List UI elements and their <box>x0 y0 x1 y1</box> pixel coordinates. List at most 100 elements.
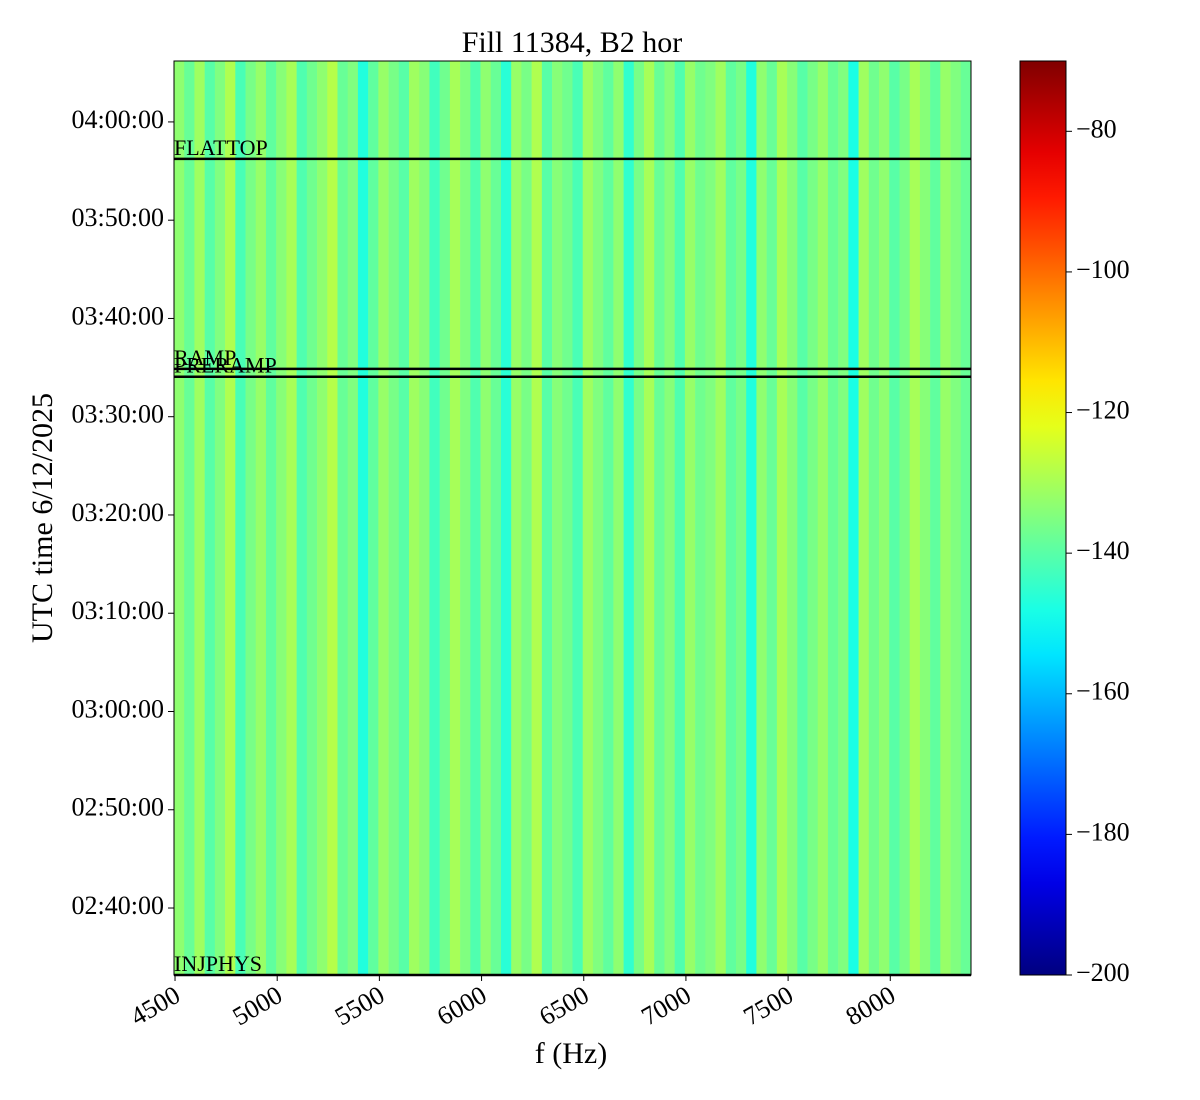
spectrogram-cell <box>909 61 921 975</box>
x-tick-label: 7500 <box>739 980 799 1031</box>
spectrogram-cell <box>480 61 492 975</box>
spectrogram-cell <box>449 61 461 975</box>
spectrogram-cell <box>664 61 675 975</box>
spectrogram-cell <box>623 61 635 975</box>
spectrogram-cell <box>797 61 808 975</box>
spectrogram-cell <box>368 61 379 975</box>
spectrogram-cell <box>541 61 553 975</box>
spectrogram-cell <box>930 61 941 975</box>
spectrogram-cell <box>858 61 870 975</box>
spectrogram-cell <box>960 61 972 975</box>
spectrogram-cell <box>746 61 757 975</box>
spectrogram-cell <box>776 61 788 975</box>
spectrogram-cell <box>419 61 430 975</box>
spectrogram-cell <box>245 61 257 975</box>
spectrogram-cell <box>756 61 767 975</box>
spectrogram-cell <box>184 61 195 975</box>
spectrogram-cell <box>807 61 819 975</box>
x-axis-label: f (Hz) <box>535 1037 607 1070</box>
plot-frame <box>173 60 972 976</box>
spectrogram-cell <box>695 61 706 975</box>
spectrogram-cell <box>317 61 328 975</box>
spectrogram-cell <box>327 61 338 975</box>
x-tick-label: 6000 <box>432 980 492 1031</box>
y-tick-label: 03:10:00 <box>72 596 164 625</box>
spectrogram-cell <box>766 61 778 975</box>
x-tick-label: 5500 <box>330 980 390 1031</box>
spectrogram-cell <box>582 61 594 975</box>
spectrogram-cell <box>735 61 747 975</box>
spectrogram-cell <box>460 61 471 975</box>
spectrogram-cell <box>603 61 614 975</box>
spectrogram-cell <box>633 61 645 975</box>
spectrogram-cell <box>613 61 624 975</box>
spectrogram-cell <box>378 61 389 975</box>
y-tick-label: 02:50:00 <box>72 793 164 822</box>
spectrogram-cell <box>787 61 798 975</box>
event-label: RAMP <box>174 345 236 370</box>
y-tick-label: 04:00:00 <box>72 105 164 134</box>
spectrogram-cell <box>552 61 563 975</box>
spectrogram-cell <box>204 61 216 975</box>
spectrogram-cell <box>347 61 359 975</box>
spectrogram-cell <box>644 61 655 975</box>
spectrogram-cell <box>337 61 349 975</box>
x-tick-label: 7000 <box>636 980 696 1031</box>
spectrogram-cell <box>725 61 737 975</box>
spectrogram-cell <box>940 61 951 975</box>
spectrogram-cell <box>879 61 890 975</box>
x-tick-label: 8000 <box>841 980 901 1031</box>
spectrogram-cell <box>409 61 420 975</box>
spectrogram-cell <box>286 61 297 975</box>
event-label: PRERAMP <box>174 353 277 378</box>
spectrogram-cell <box>194 61 205 975</box>
colorbar-tick-label: −100 <box>1076 255 1130 284</box>
chart-title: Fill 11384, B2 hor <box>462 26 683 59</box>
spectrogram-cell <box>521 61 532 975</box>
spectrogram-cell <box>174 61 185 975</box>
spectrogram-cell <box>868 61 880 975</box>
spectrogram-cell <box>357 61 369 975</box>
spectrogram-cell <box>225 61 236 975</box>
spectrogram-cell <box>235 61 246 975</box>
spectrogram-cell <box>827 61 839 975</box>
spectrogram-cell <box>511 61 522 975</box>
colorbar-tick-label: −140 <box>1076 536 1130 565</box>
spectrogram-cell <box>684 61 696 975</box>
spectrogram-cell <box>531 61 543 975</box>
colorbar <box>1019 60 1067 976</box>
x-tick-label: 4500 <box>125 980 185 1031</box>
colorbar-tick-label: −200 <box>1076 958 1130 987</box>
spectrogram-cell <box>255 61 267 975</box>
spectrogram-cell <box>562 61 573 975</box>
spectrogram-cell <box>572 61 584 975</box>
spectrogram-cell <box>715 61 727 975</box>
spectrogram-cell <box>889 61 900 975</box>
spectrogram-cell <box>439 61 451 975</box>
spectrogram-cell <box>388 61 400 975</box>
spectrogram-cell <box>470 61 481 975</box>
spectrogram-cell <box>705 61 716 975</box>
colorbar-tick-label: −160 <box>1076 677 1130 706</box>
spectrogram-cell <box>654 61 665 975</box>
spectrogram-cell <box>500 61 512 975</box>
colorbar-tick-label: −80 <box>1076 114 1117 143</box>
spectrogram-cell <box>398 61 410 975</box>
y-axis-label: UTC time 6/12/2025 <box>26 393 59 643</box>
spectrogram-cell <box>490 61 502 975</box>
spectrogram-cell <box>265 61 277 975</box>
spectrogram-cell <box>950 61 962 975</box>
spectrogram-cell <box>838 61 849 975</box>
spectrogram-cell <box>214 61 226 975</box>
x-tick-label: 6500 <box>534 980 594 1031</box>
spectrogram-cell <box>296 61 308 975</box>
spectrogram-cell <box>899 61 910 975</box>
y-tick-label: 03:50:00 <box>72 203 164 232</box>
spectrogram-cell <box>306 61 318 975</box>
y-tick-label: 03:30:00 <box>72 400 164 429</box>
spectrogram-cell <box>817 61 829 975</box>
y-tick-label: 02:40:00 <box>72 891 164 920</box>
spectrogram-cell <box>848 61 859 975</box>
spectrogram-cell <box>592 61 604 975</box>
